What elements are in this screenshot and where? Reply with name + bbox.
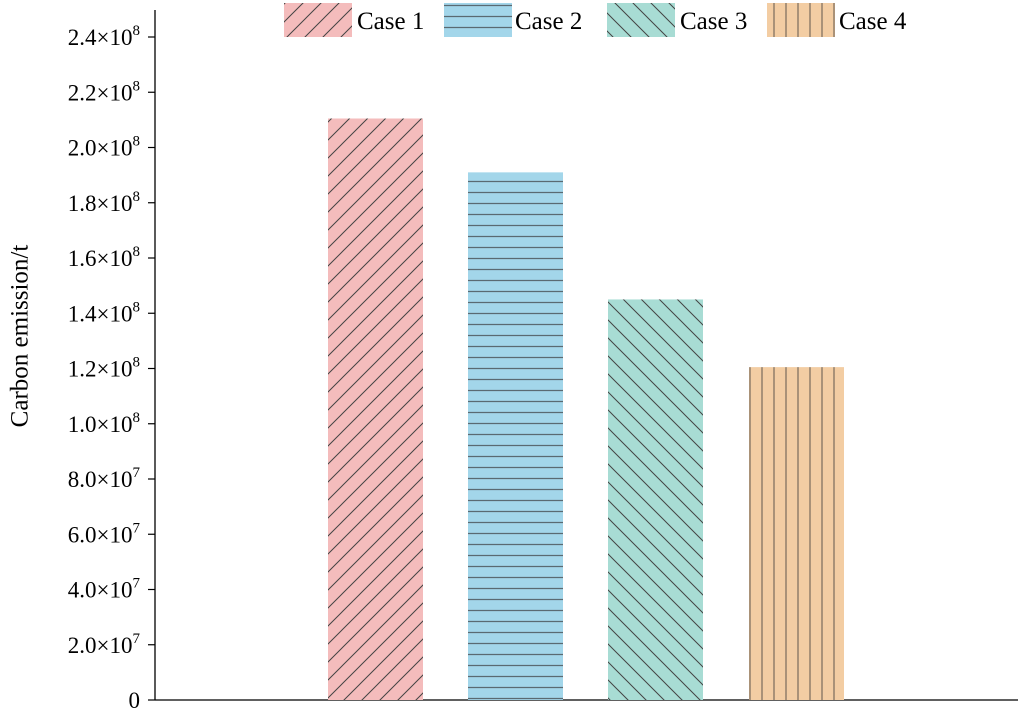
y-tick-label: 4.0×107 bbox=[68, 576, 141, 603]
legend-swatch bbox=[767, 3, 835, 37]
legend-swatch bbox=[444, 3, 512, 37]
y-ticks: 0 2.0×107 4.0×107 6.0×107 8.0×107 1.0×108 1.2×… bbox=[68, 23, 155, 713]
y-tick-label: 1.6×108 bbox=[68, 244, 140, 271]
bar-case-4 bbox=[749, 367, 844, 700]
y-axis-title: Carbon emission/t bbox=[7, 245, 34, 428]
legend-swatch bbox=[284, 3, 352, 37]
axes bbox=[154, 10, 1018, 701]
legend-label: Case 2 bbox=[515, 8, 582, 35]
y-tick-label: 2.4×108 bbox=[68, 23, 140, 50]
bar-case-3 bbox=[608, 299, 703, 700]
y-tick-label: 2.0×108 bbox=[68, 134, 140, 161]
legend-label: Case 4 bbox=[839, 8, 907, 35]
y-tick-label: 0 bbox=[129, 688, 141, 713]
legend-item-case-1: Case 1 bbox=[284, 3, 424, 37]
y-tick-label: 6.0×107 bbox=[68, 520, 141, 547]
legend-item-case-2: Case 2 bbox=[444, 3, 582, 37]
bars bbox=[328, 118, 844, 701]
legend-item-case-3: Case 3 bbox=[607, 3, 747, 37]
y-tick-label: 1.0×108 bbox=[68, 410, 140, 437]
y-tick-label: 1.2×108 bbox=[68, 355, 140, 382]
legend-label: Case 1 bbox=[357, 8, 424, 35]
y-tick-label: 2.2×108 bbox=[68, 78, 140, 105]
legend-item-case-4: Case 4 bbox=[767, 3, 907, 37]
legend-swatch bbox=[607, 3, 675, 37]
y-tick-label: 2.0×107 bbox=[68, 631, 141, 658]
y-tick-label: 1.4×108 bbox=[68, 299, 140, 326]
bar-case-1 bbox=[328, 118, 423, 700]
bar-case-2 bbox=[468, 172, 563, 701]
legend: Case 1 Case 2 Case 3 Case 4 bbox=[284, 3, 907, 37]
legend-label: Case 3 bbox=[680, 8, 747, 35]
y-tick-label: 1.8×108 bbox=[68, 189, 140, 216]
y-tick-label: 8.0×107 bbox=[68, 465, 141, 492]
